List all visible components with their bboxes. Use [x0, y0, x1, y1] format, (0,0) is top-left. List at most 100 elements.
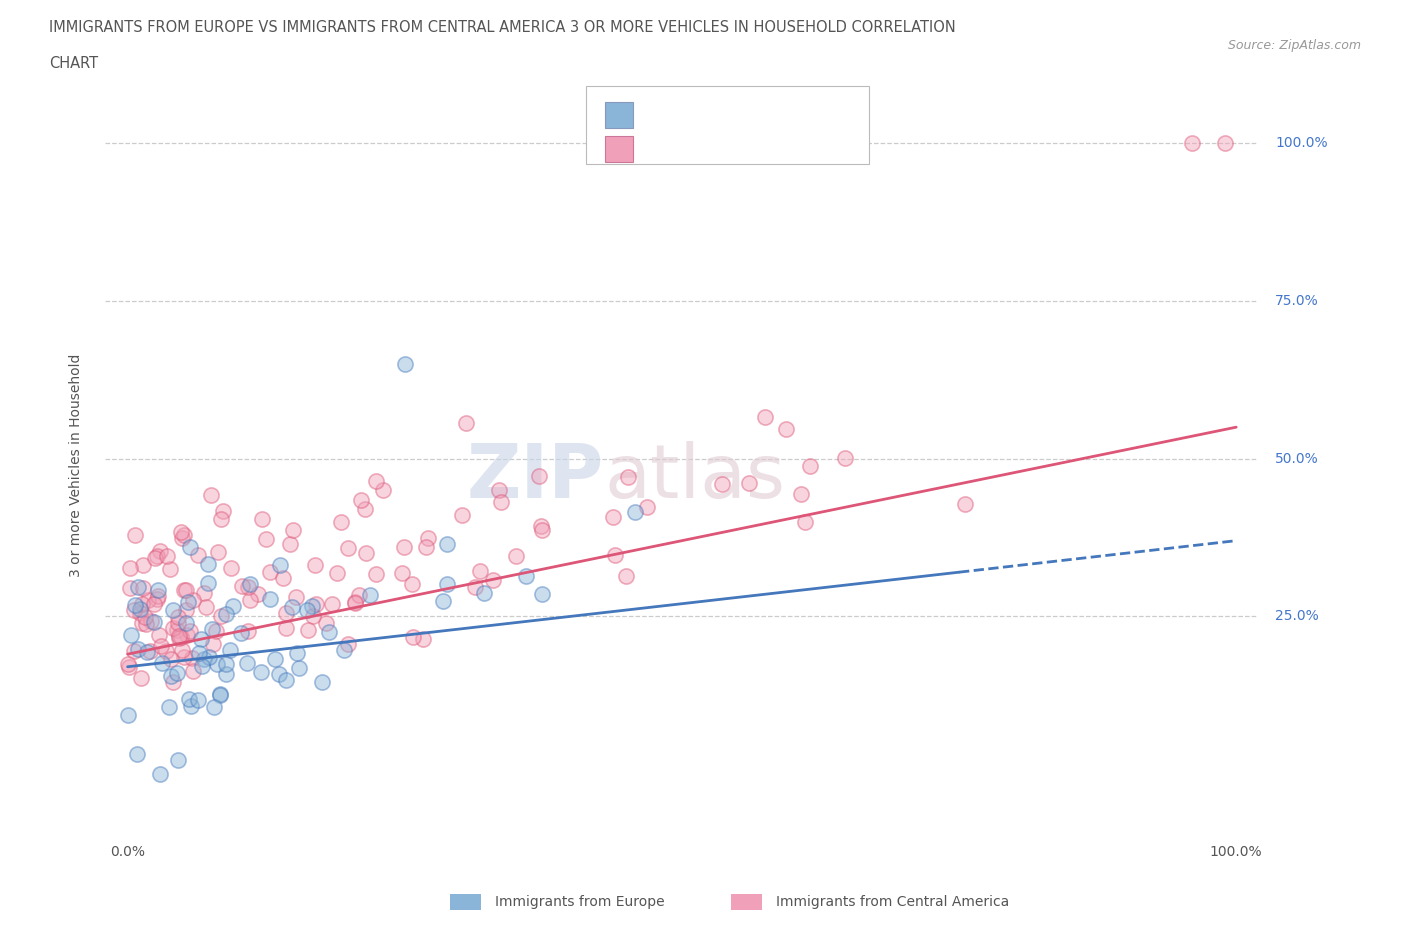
Text: Source: ZipAtlas.com: Source: ZipAtlas.com [1227, 39, 1361, 52]
Point [354, 501, 377, 516]
Point [271, 570, 294, 585]
Point [170, 630, 193, 644]
Point [343, 594, 366, 609]
Point [193, 652, 215, 667]
Text: ZIP: ZIP [467, 441, 605, 514]
Point [263, 652, 285, 667]
Point [207, 656, 229, 671]
Point [205, 623, 228, 638]
Point [247, 587, 270, 602]
Point [464, 579, 486, 594]
Point [166, 623, 188, 638]
Point [505, 549, 527, 564]
Point [124, 528, 146, 543]
Point [190, 658, 212, 673]
Point [125, 746, 148, 761]
Point [1213, 136, 1236, 151]
Point [143, 614, 166, 629]
Point [530, 586, 553, 601]
Point [259, 591, 281, 606]
Point [162, 603, 184, 618]
Text: 100.0%: 100.0% [1275, 137, 1327, 151]
Point [176, 627, 198, 642]
Point [321, 596, 343, 611]
Point [180, 698, 202, 713]
Point [198, 649, 221, 664]
Point [337, 637, 360, 652]
Point [148, 628, 170, 643]
Point [177, 595, 200, 610]
Text: R = 0.223   N =  65: R = 0.223 N = 65 [644, 98, 817, 113]
Point [605, 548, 627, 563]
Point [190, 631, 212, 646]
Point [359, 587, 381, 602]
Point [173, 583, 195, 598]
Point [174, 616, 197, 631]
Point [636, 500, 658, 515]
Point [337, 540, 360, 555]
Point [794, 514, 817, 529]
Point [209, 686, 232, 701]
Point [834, 451, 856, 466]
Point [207, 545, 229, 560]
Point [250, 665, 273, 680]
Point [1181, 136, 1204, 151]
Point [156, 549, 179, 564]
Point [128, 605, 150, 620]
Text: 50.0%: 50.0% [1275, 452, 1319, 466]
Text: CHART: CHART [49, 56, 98, 71]
Point [146, 591, 169, 606]
Point [488, 482, 510, 497]
Point [179, 692, 201, 707]
Point [149, 543, 172, 558]
Text: 25.0%: 25.0% [1275, 609, 1319, 623]
Point [432, 594, 454, 609]
Text: Immigrants from Europe: Immigrants from Europe [495, 895, 665, 910]
Point [187, 693, 209, 708]
Point [143, 551, 166, 565]
Point [236, 580, 259, 595]
Point [472, 586, 495, 601]
Point [267, 667, 290, 682]
Point [482, 573, 505, 588]
Point [489, 494, 512, 509]
Point [215, 667, 238, 682]
Point [401, 577, 423, 591]
Point [451, 508, 474, 523]
Point [333, 643, 356, 658]
Point [614, 569, 637, 584]
Point [157, 700, 180, 715]
Point [132, 558, 155, 573]
Point [135, 617, 157, 631]
Point [118, 659, 141, 674]
Point [173, 528, 195, 543]
Point [301, 609, 323, 624]
Point [179, 624, 201, 639]
Point [219, 643, 242, 658]
Point [215, 657, 238, 671]
Point [208, 687, 231, 702]
Point [254, 532, 277, 547]
Point [285, 645, 308, 660]
Text: 75.0%: 75.0% [1275, 294, 1319, 308]
Point [146, 549, 169, 564]
Point [259, 565, 281, 579]
Point [412, 631, 434, 646]
Point [139, 644, 162, 658]
Point [391, 565, 413, 580]
Point [231, 578, 253, 593]
Point [174, 602, 197, 617]
Point [364, 473, 387, 488]
Point [221, 560, 243, 575]
Point [187, 646, 209, 661]
Point [117, 657, 139, 671]
Point [120, 628, 142, 643]
Point [371, 483, 394, 498]
Point [297, 623, 319, 638]
Point [470, 564, 492, 578]
Point [222, 598, 245, 613]
Point [159, 651, 181, 666]
Point [159, 561, 181, 576]
Point [269, 558, 291, 573]
Point [416, 530, 439, 545]
